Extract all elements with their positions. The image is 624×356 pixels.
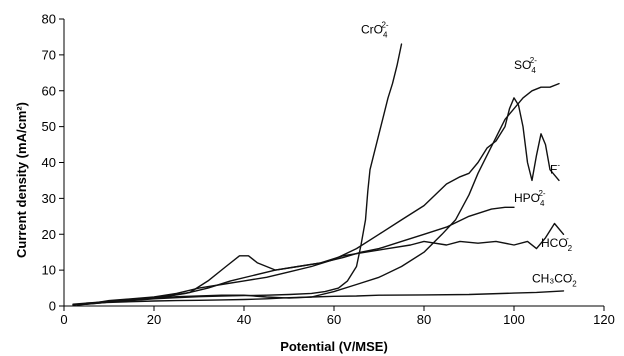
y-tick-label: 40: [42, 155, 56, 170]
x-tick-label: 120: [593, 312, 615, 327]
y-tick-label: 10: [42, 263, 56, 278]
x-axis-title: Potential (V/MSE): [280, 339, 388, 354]
y-tick-label: 50: [42, 119, 56, 134]
series-line-ch3co2: [85, 290, 565, 304]
x-tick-label: 60: [327, 312, 341, 327]
series-line-cro4-2: [72, 43, 403, 306]
y-tick-label: 80: [42, 12, 56, 27]
y-tick-label: 60: [42, 83, 56, 98]
series-label-cro4-2: CrO42-: [361, 20, 389, 39]
series-line-hpo4-2: [76, 206, 515, 305]
series-line-hco2: [72, 222, 565, 305]
x-tick-label: 20: [147, 312, 161, 327]
series-line-f: [85, 97, 560, 305]
x-tick-label: 100: [503, 312, 525, 327]
x-tick-label: 0: [60, 312, 67, 327]
y-tick-label: 0: [49, 299, 56, 314]
y-tick-label: 30: [42, 191, 56, 206]
series-label-hpo4-2: HPO42-: [514, 189, 546, 208]
series-label-f: F-: [550, 160, 560, 176]
y-tick-label: 70: [42, 47, 56, 62]
series-label-so4-2: SO42-: [514, 56, 537, 75]
x-tick-label: 40: [237, 312, 251, 327]
series-line-so4-2: [76, 82, 560, 306]
series-label-hco2: HCO2-: [541, 234, 573, 253]
y-tick-label: 20: [42, 227, 56, 242]
chart-ticks: 0 20 40 60 80 100 120 0 10 20 30 40 50 60 70 80: [42, 12, 615, 328]
y-axis-title: Current density (mA/cm²): [14, 102, 29, 258]
x-tick-label: 80: [417, 312, 431, 327]
chart-series: [72, 43, 565, 306]
series-label-ch3co2: CH₃CO2-: [532, 270, 577, 289]
chart-series-labels: CrO42- SO42- F-HPO42- HCO2- CH₃CO2-: [361, 20, 577, 288]
